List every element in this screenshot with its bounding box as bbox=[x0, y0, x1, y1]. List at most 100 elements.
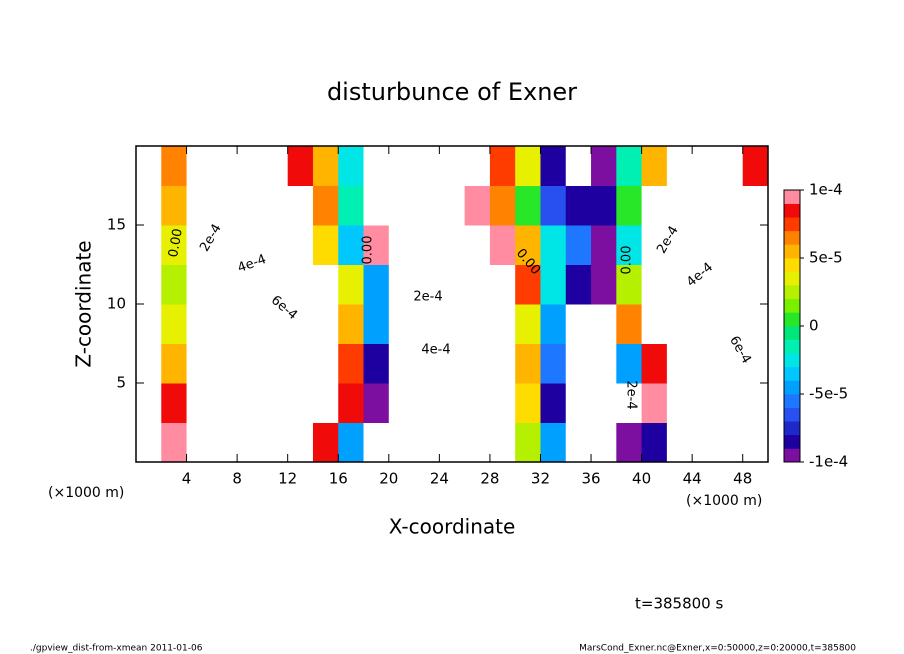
heat-cell bbox=[414, 383, 440, 423]
heat-cell bbox=[161, 343, 188, 384]
heat-cell bbox=[186, 146, 213, 186]
heat-cell bbox=[616, 383, 643, 423]
footer-left: ./gpview_dist-from-xmean 2011-01-06 bbox=[30, 644, 203, 654]
contour-label: 4e-4 bbox=[421, 343, 450, 358]
heat-cell bbox=[591, 343, 617, 384]
contour-label: 0.00 bbox=[620, 246, 635, 275]
heat-cell bbox=[742, 383, 769, 423]
heat-cell bbox=[515, 264, 541, 305]
colorbar-swatch bbox=[784, 271, 800, 286]
heat-cell bbox=[388, 422, 415, 463]
heat-cell bbox=[136, 422, 162, 463]
heat-cell bbox=[641, 422, 668, 463]
heat-cell bbox=[237, 146, 263, 186]
heat-cell bbox=[540, 422, 567, 463]
heat-cell bbox=[742, 146, 769, 186]
contour-label: 0.00 bbox=[166, 227, 186, 258]
heat-cell bbox=[439, 264, 466, 305]
heat-cell bbox=[161, 422, 188, 463]
heat-cell bbox=[414, 422, 440, 463]
heat-cell bbox=[439, 185, 466, 226]
heat-cell bbox=[540, 264, 567, 305]
heat-cell bbox=[540, 343, 567, 384]
x-axis-label: X-coordinate bbox=[389, 515, 516, 539]
heat-cell bbox=[312, 185, 339, 226]
heat-cell bbox=[540, 185, 567, 226]
colorbar-swatch bbox=[784, 258, 800, 272]
heat-cell bbox=[641, 383, 668, 423]
x-tick-label: 8 bbox=[232, 470, 242, 488]
heat-cell bbox=[692, 264, 718, 305]
heat-cell bbox=[287, 304, 314, 344]
heat-cell bbox=[489, 422, 516, 463]
heat-cell bbox=[237, 343, 263, 384]
heat-cell bbox=[616, 146, 643, 186]
heat-cell bbox=[262, 343, 289, 384]
heat-cell bbox=[439, 343, 466, 384]
heat-cell bbox=[565, 264, 592, 305]
heat-cell bbox=[641, 304, 668, 344]
heat-cell bbox=[161, 304, 188, 344]
heat-cell bbox=[414, 225, 440, 265]
heat-cell bbox=[666, 146, 693, 186]
colorbar-swatch bbox=[784, 353, 800, 368]
heat-cell bbox=[237, 264, 263, 305]
heat-cell bbox=[439, 304, 466, 344]
colorbar-swatch bbox=[784, 230, 800, 245]
y-tick-label: 15 bbox=[107, 216, 126, 234]
heat-cell bbox=[742, 422, 769, 463]
heat-cell bbox=[742, 225, 769, 265]
heat-cell bbox=[565, 304, 592, 344]
heat-cell bbox=[161, 383, 188, 423]
heat-cell bbox=[666, 304, 693, 344]
chart-title: disturbunce of Exner bbox=[327, 78, 577, 106]
heat-cell bbox=[489, 185, 516, 226]
colorbar-swatch bbox=[784, 434, 800, 449]
heat-cell bbox=[414, 185, 440, 226]
heat-cell bbox=[591, 383, 617, 423]
heat-cell bbox=[186, 343, 213, 384]
heat-cell bbox=[186, 422, 213, 463]
colorbar-swatch bbox=[784, 285, 800, 300]
heat-cell bbox=[363, 146, 390, 186]
heat-cell bbox=[186, 185, 213, 226]
heat-cell bbox=[186, 304, 213, 344]
y-unit: (×1000 m) bbox=[48, 485, 124, 501]
heat-cell bbox=[136, 343, 162, 384]
heat-cell bbox=[161, 225, 188, 265]
colorbar-swatch bbox=[784, 312, 800, 327]
colorbar-swatch bbox=[784, 298, 800, 313]
heat-cell bbox=[262, 304, 289, 344]
x-tick-label: 20 bbox=[379, 470, 398, 488]
heat-cell bbox=[363, 383, 390, 423]
heat-cell bbox=[464, 225, 491, 265]
heat-cell bbox=[717, 422, 744, 463]
heat-cell bbox=[489, 146, 516, 186]
heat-cell bbox=[641, 185, 668, 226]
heat-cell bbox=[312, 422, 339, 463]
y-axis-label: Z-coordinate bbox=[72, 240, 96, 367]
heat-cell bbox=[287, 264, 314, 305]
colorbar-swatch bbox=[784, 421, 800, 436]
heat-cell bbox=[616, 264, 643, 305]
heat-cell bbox=[414, 264, 440, 305]
x-tick-label: 12 bbox=[278, 470, 297, 488]
heat-cell bbox=[414, 343, 440, 384]
heat-cell bbox=[692, 383, 718, 423]
heat-cell bbox=[464, 343, 491, 384]
heat-cell bbox=[515, 146, 541, 186]
x-unit: (×1000 m) bbox=[686, 493, 762, 509]
heat-cell bbox=[211, 185, 238, 226]
heat-cell bbox=[237, 304, 263, 344]
heat-cell bbox=[692, 146, 718, 186]
colorbar-swatch bbox=[784, 190, 800, 204]
heat-cell bbox=[489, 304, 516, 344]
colorbar-swatch bbox=[784, 448, 800, 463]
colorbar-tick-label: -1e-4 bbox=[809, 453, 848, 471]
heat-cell bbox=[262, 264, 289, 305]
heat-cell bbox=[262, 185, 289, 226]
heat-cell bbox=[363, 185, 390, 226]
x-tick-label: 36 bbox=[581, 470, 600, 488]
colorbar-tick-label: 5e-5 bbox=[809, 249, 843, 267]
heat-cell bbox=[186, 264, 213, 305]
